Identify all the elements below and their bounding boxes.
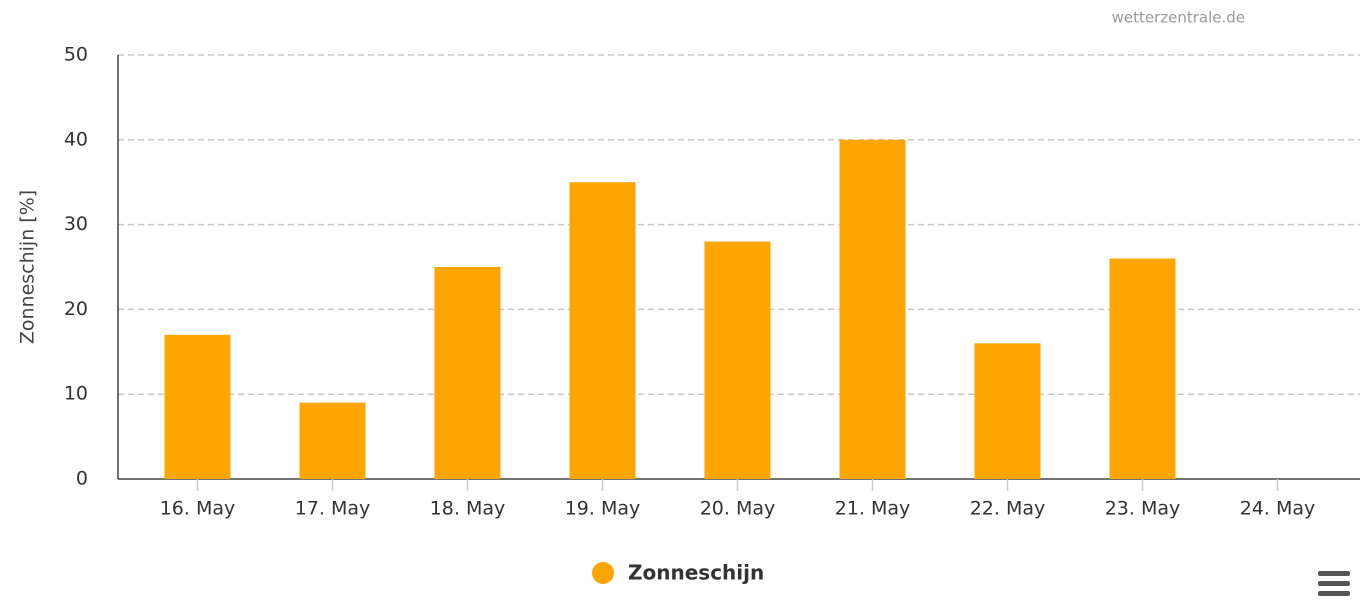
y-tick-label: 40 — [64, 128, 88, 150]
x-tick-label: 19. May — [565, 498, 641, 520]
bar — [704, 241, 771, 479]
x-tick-label: 17. May — [295, 498, 371, 520]
x-tick-label: 21. May — [835, 498, 911, 520]
x-tick-label: 16. May — [160, 498, 236, 520]
menu-icon[interactable] — [1318, 571, 1350, 596]
bar — [569, 182, 636, 479]
x-tick-label: 24. May — [1240, 498, 1316, 520]
bar — [299, 402, 366, 479]
x-tick-label: 22. May — [970, 498, 1046, 520]
legend-item[interactable]: Zonneschijn — [592, 561, 764, 585]
bar — [164, 334, 231, 479]
x-tick-label: 18. May — [430, 498, 506, 520]
x-tick-label: 20. May — [700, 498, 776, 520]
x-tick-label: 23. May — [1105, 498, 1181, 520]
legend-marker — [592, 562, 614, 584]
y-tick-label: 50 — [64, 44, 88, 66]
bar — [974, 343, 1041, 479]
legend-label: Zonneschijn — [628, 561, 764, 585]
y-tick-label: 10 — [64, 383, 88, 405]
y-axis-label: Zonneschijn [%] — [17, 190, 39, 344]
menu-bar — [1318, 571, 1350, 576]
menu-bar — [1318, 591, 1350, 596]
bar — [434, 267, 501, 479]
y-tick-label: 30 — [64, 213, 88, 235]
bar — [839, 139, 906, 480]
y-tick-label: 0 — [76, 468, 88, 490]
bar — [1109, 258, 1176, 479]
menu-bar — [1318, 581, 1350, 586]
credit: wetterzentrale.de — [1112, 9, 1245, 27]
y-tick-label: 20 — [64, 298, 88, 320]
